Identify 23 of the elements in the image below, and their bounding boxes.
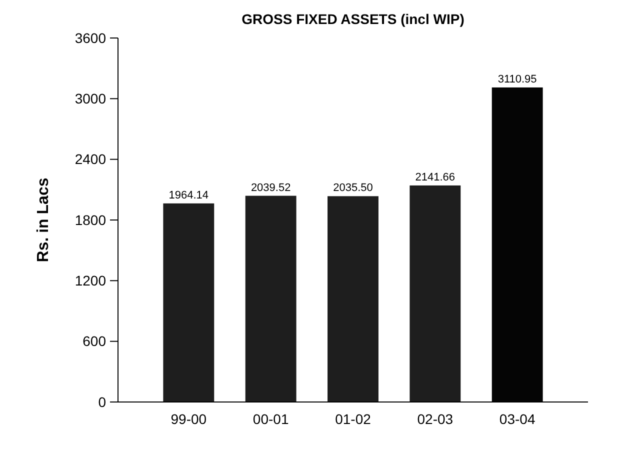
data-label: 1964.14 <box>168 189 209 202</box>
y-tick-label: 1200 <box>74 272 106 289</box>
y-tick-label: 3600 <box>74 30 106 46</box>
y-tick-label: 2400 <box>74 151 106 168</box>
x-tick-label: 99-00 <box>170 411 207 427</box>
y-tick-label: 1800 <box>74 212 106 228</box>
x-tick-label: 01-02 <box>335 411 372 427</box>
y-tick-label: 600 <box>82 333 106 350</box>
bar <box>328 196 378 402</box>
data-label: 2035.50 <box>333 182 373 194</box>
data-label: 3110.95 <box>498 73 537 86</box>
chart-title: GROSS FIXED ASSETS (incl WIP) <box>242 11 464 27</box>
bar <box>163 203 214 402</box>
y-axis-title: Rs. in Lacs <box>35 178 52 262</box>
data-label: 2141.66 <box>415 171 456 184</box>
y-tick-label: 3000 <box>74 90 106 107</box>
bar <box>410 185 461 402</box>
bar <box>245 196 296 402</box>
x-tick-label: 03-04 <box>499 411 536 427</box>
y-tick-label: 0 <box>98 394 106 410</box>
data-label: 2039.52 <box>250 182 291 194</box>
x-tick-label: 00-01 <box>252 411 289 427</box>
x-tick-label: 02-03 <box>417 411 454 427</box>
